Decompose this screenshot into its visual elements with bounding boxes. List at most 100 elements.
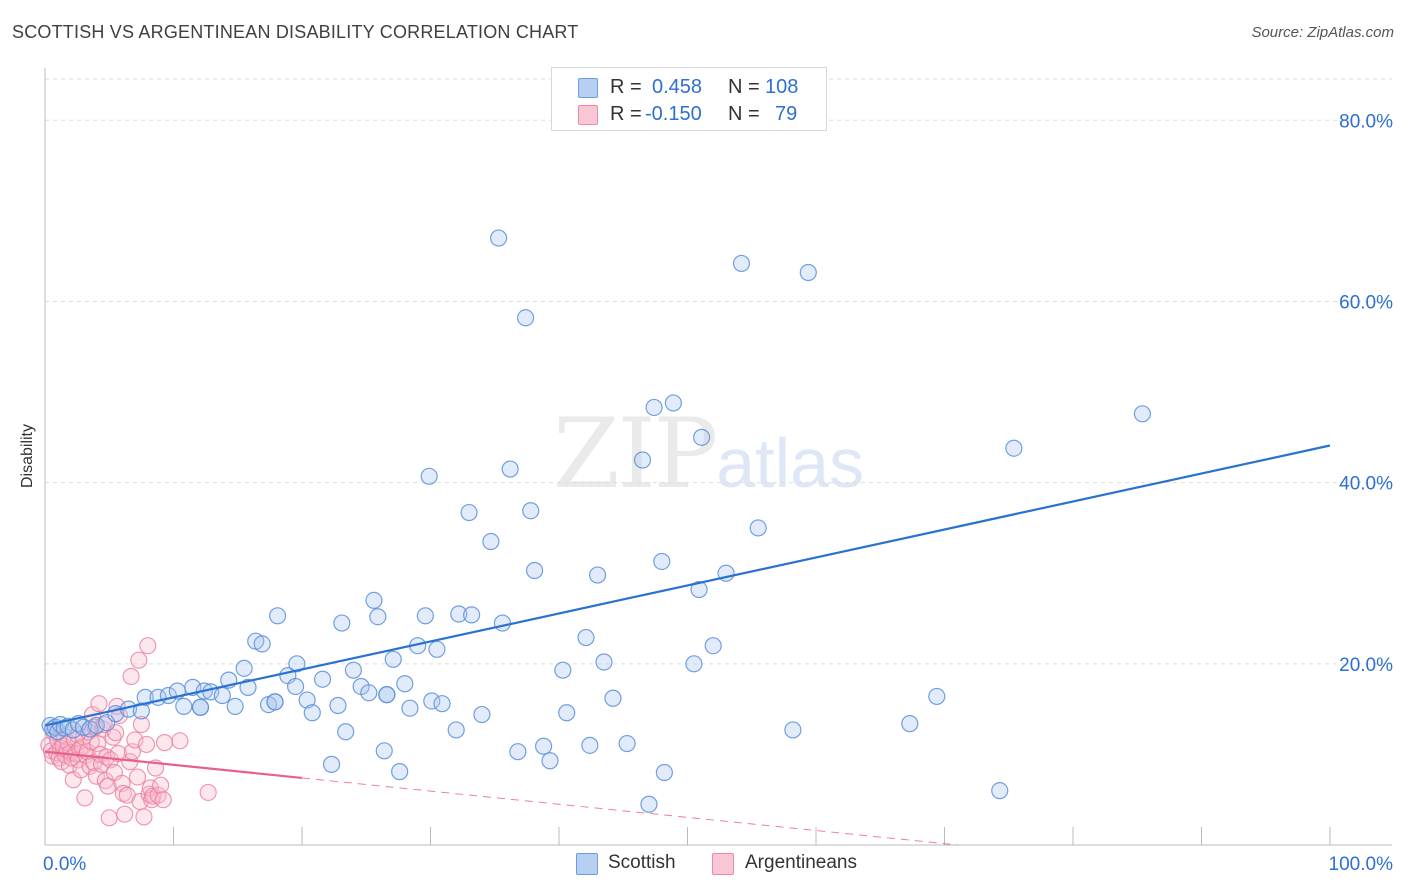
argentinean-point xyxy=(109,744,127,763)
scottish-point xyxy=(132,702,150,720)
scottish-point xyxy=(375,742,393,760)
scottish-point xyxy=(384,650,402,668)
scottish-point xyxy=(1133,405,1151,423)
scottish-point xyxy=(329,696,347,715)
legend-row-scottish: R = 0.458 N = 108 xyxy=(552,74,826,100)
scottish-point xyxy=(901,715,919,733)
r-label: R = xyxy=(610,103,642,125)
scottish-trend-line xyxy=(44,444,1331,727)
scottish-point xyxy=(473,705,491,724)
scottish-point xyxy=(501,460,519,478)
scottish-point xyxy=(460,503,478,522)
source-credit: Source: ZipAtlas.com xyxy=(1251,24,1394,41)
scottish-point xyxy=(333,614,351,632)
argentinean-point xyxy=(155,734,174,752)
scottish-point xyxy=(653,552,671,571)
y-tick-label: 40.0% xyxy=(1339,474,1393,495)
scottish-point xyxy=(554,661,572,679)
scottish-point xyxy=(581,736,599,754)
legend-row-argentineans: R = -0.150 N = 79 xyxy=(552,101,826,127)
argentinean-point xyxy=(139,637,157,655)
scottish-point xyxy=(693,428,711,446)
argentinean-point xyxy=(130,651,148,669)
y-tick-label: 80.0% xyxy=(1339,111,1393,132)
x-tick-label: 100.0% xyxy=(1329,854,1394,875)
scottish-point xyxy=(655,763,673,782)
legend-label-scottish: Scottish xyxy=(608,852,676,873)
argentinean-point xyxy=(171,732,189,750)
scottish-point xyxy=(396,675,414,693)
scottish-point xyxy=(433,695,451,713)
argentinean-trend-extension xyxy=(301,777,958,846)
argentineans-swatch xyxy=(712,853,734,875)
scottish-point xyxy=(344,661,362,679)
watermark-atlas: atlas xyxy=(716,424,865,502)
scottish-point xyxy=(588,566,607,584)
watermark-zip: ZIP xyxy=(553,398,718,510)
scottish-point xyxy=(369,608,387,626)
r-value: 0.458 xyxy=(652,76,703,98)
y-tick-label: 60.0% xyxy=(1339,292,1393,313)
scottish-point xyxy=(604,689,622,707)
scottish-point xyxy=(463,606,481,624)
scottish-point xyxy=(365,591,383,610)
scottish-point xyxy=(98,714,116,732)
correlation-legend: R = 0.458 N = 108 R = -0.150 N = 79 xyxy=(551,67,827,131)
argentinean-point xyxy=(90,695,108,713)
scottish-point xyxy=(732,254,751,273)
scottish-point xyxy=(423,692,441,710)
scottish-point xyxy=(490,229,508,247)
argentinean-point xyxy=(76,789,94,807)
scottish-point xyxy=(541,752,559,770)
scottish-point xyxy=(664,394,682,412)
scottish-point xyxy=(401,699,419,717)
scottish-point xyxy=(645,398,663,417)
scottish-point xyxy=(558,704,576,722)
scottish-point xyxy=(268,607,287,625)
r-label: R = xyxy=(610,76,642,98)
scottish-point xyxy=(266,693,284,711)
legend-label-argentineans: Argentineans xyxy=(745,852,857,873)
scottish-point xyxy=(450,605,468,623)
scottish-point xyxy=(482,532,500,551)
scottish-point xyxy=(288,655,306,673)
scottish-swatch xyxy=(578,78,598,98)
scottish-point xyxy=(213,686,231,705)
scottish-point xyxy=(416,607,434,625)
scottish-point xyxy=(991,782,1009,800)
argentinean-point xyxy=(199,783,217,802)
argentinean-point xyxy=(100,809,118,827)
scottish-point xyxy=(239,678,257,696)
scottish-point xyxy=(322,755,341,773)
r-value: -0.150 xyxy=(645,103,702,125)
scottish-point xyxy=(509,743,527,761)
scottish-point xyxy=(226,697,244,716)
scottish-point xyxy=(577,628,595,647)
scottish-point xyxy=(534,737,553,755)
scottish-point xyxy=(516,309,535,327)
scottish-point xyxy=(360,684,378,702)
scottish-point xyxy=(493,614,512,632)
argentinean-point xyxy=(132,715,150,734)
argentinean-point xyxy=(104,728,122,746)
scottish-point xyxy=(690,580,708,599)
argentinean-point xyxy=(137,735,156,754)
argentinean-point xyxy=(152,776,170,794)
scottish-point xyxy=(286,677,305,696)
scottish-point xyxy=(704,637,722,655)
scottish-point xyxy=(522,502,540,520)
scottish-point xyxy=(749,519,767,537)
scottish-swatch xyxy=(576,853,598,875)
scottish-point xyxy=(74,718,93,736)
argentinean-point xyxy=(154,791,172,809)
n-value: 108 xyxy=(765,76,799,98)
scottish-point xyxy=(253,635,271,653)
scottish-point xyxy=(337,723,355,741)
n-label: N = xyxy=(728,76,760,98)
argentinean-point xyxy=(135,808,153,826)
scottish-point xyxy=(191,698,210,716)
scottish-point xyxy=(391,763,409,781)
scottish-point xyxy=(928,687,946,706)
argentinean-trend-line xyxy=(44,750,303,780)
scottish-point xyxy=(595,653,613,671)
